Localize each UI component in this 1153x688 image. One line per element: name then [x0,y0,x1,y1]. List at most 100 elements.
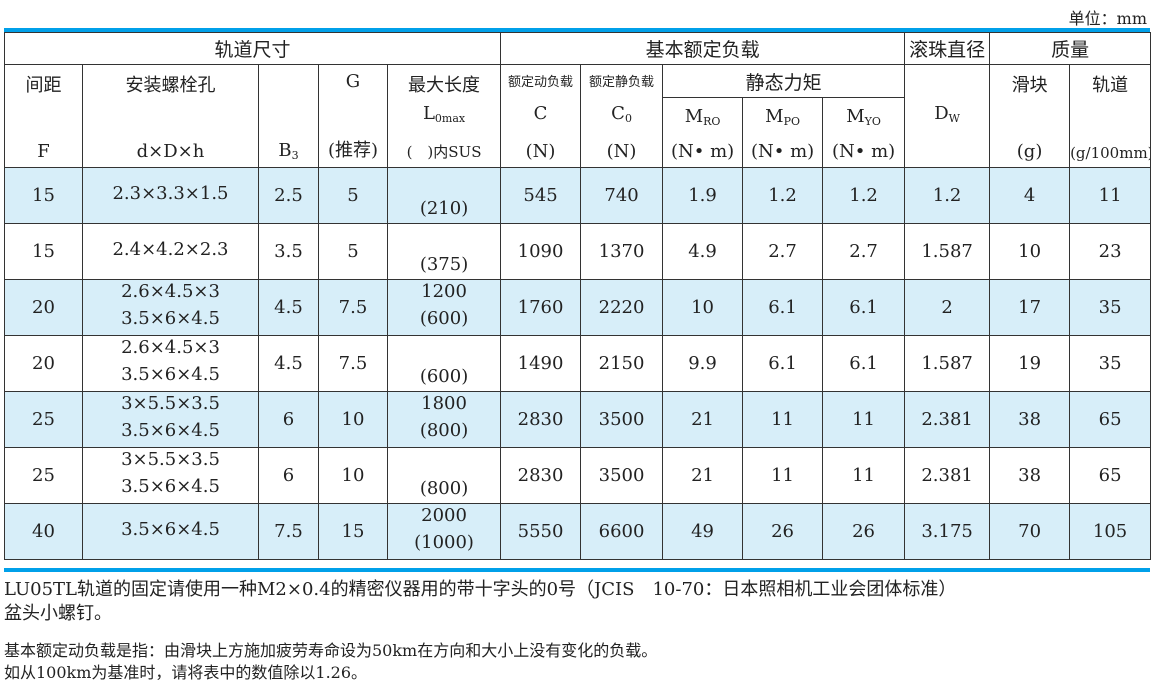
header-slider-unit: (g) [1016,141,1043,162]
cell-slider: 70 [989,503,1071,560]
cell-f: 20 [4,279,83,336]
header-dynamic-symbol: C [533,103,548,124]
cell-myo: 6.1 [822,279,906,336]
cell-g: 10 [318,447,388,504]
header-row-1: 轨道尺寸 基本额定负载 滚珠直径 质量 [3,32,1152,65]
cell-hole-line-2: 3.5×6×4.5 [121,364,220,385]
cell-max-length-sus: (600) [419,366,469,387]
cell-mro: 10 [662,279,744,336]
cell-mro: 4.9 [662,223,744,280]
header-myo: MYO (N• m) [822,97,906,168]
header-hole-label: 安装螺栓孔 [125,75,216,96]
cell-mpo: 2.7 [742,223,824,280]
notes: LU05TL轨道的固定请使用一种M2×0.4的精密仪器用的带十字头的0号（JCI… [4,578,1150,684]
top-rule [4,28,1150,32]
header-dynamic-label: 额定动负载 [508,75,574,90]
cell-myo: 6.1 [822,335,906,392]
header-g: G (推荐) [318,64,388,168]
table-row: 15 2.3×3.3×1.5 2.5 5 (210) 545 740 1.9 1.2 1.2 1.2… [4,167,1152,224]
cell-hole-line-2: 3.5×6×4.5 [121,476,220,497]
cell-dw: 1.587 [904,223,991,280]
cell-slider: 17 [989,279,1071,336]
cell-max-length-sus: (800) [419,478,469,499]
cell-c0: 3500 [580,391,664,448]
header-rail-label: 轨道 [1092,75,1129,96]
cell-hole: 3×5.5×3.5 3.5×6×4.5 [82,391,259,448]
header-mass: 质量 [989,32,1152,65]
cell-b3: 4.5 [258,335,319,392]
header-max-length-label: 最大长度 [408,75,481,96]
header-g-note: (推荐) [327,140,379,161]
cell-f: 25 [4,391,83,448]
cell-hole-line-2: 3.5×6×4.5 [121,420,220,441]
cell-b3: 6 [258,391,319,448]
table-body: 15 2.3×3.3×1.5 2.5 5 (210) 545 740 1.9 1.2 1.2 1.2… [4,167,1152,560]
header-static-symbol: C0 [611,103,632,125]
cell-g: 5 [318,223,388,280]
header-myo-symbol: MYO [846,106,881,128]
header-mpo: MPO (N• m) [742,97,824,168]
cell-c: 1090 [500,223,582,280]
cell-g: 15 [318,503,388,560]
cell-dw: 3.175 [904,503,991,560]
cell-mpo: 26 [742,503,824,560]
cell-rail: 65 [1069,391,1152,448]
cell-max-length: (210) [386,167,502,224]
cell-hole-line-1: 3×5.5×3.5 [121,393,220,414]
cell-hole-line-1: 2.4×4.2×2.3 [112,239,229,260]
unit-label: 单位：mm [1068,9,1147,28]
header-pitch: 间距 F [4,64,83,168]
cell-g: 10 [318,391,388,448]
cell-mpo: 6.1 [742,279,824,336]
table-row: 25 3×5.5×3.5 3.5×6×4.5 6 10 (800) 2830 3500 21 11… [4,447,1152,504]
cell-slider: 4 [989,167,1071,224]
cell-hole: 2.6×4.5×3 3.5×6×4.5 [82,279,259,336]
cell-mpo: 1.2 [742,167,824,224]
cell-rail: 11 [1069,167,1152,224]
header-static-moment: 静态力矩 [662,64,906,98]
cell-c0: 1370 [580,223,664,280]
cell-f: 15 [4,223,83,280]
header-static-unit: (N) [606,141,637,162]
cell-myo: 11 [822,447,906,504]
cell-b3: 2.5 [258,167,319,224]
cell-g: 5 [318,167,388,224]
cell-rail: 23 [1069,223,1152,280]
header-myo-unit: (N• m) [831,141,896,162]
cell-f: 40 [4,503,83,560]
cell-hole-line-1: 2.6×4.5×3 [121,281,220,302]
header-mro: MRO (N• m) [662,97,744,168]
cell-slider: 19 [989,335,1071,392]
header-rail: 轨道 (g/100mm) [1069,64,1152,168]
cell-myo: 26 [822,503,906,560]
header-pitch-symbol: F [37,141,50,162]
table-row: 25 3×5.5×3.5 3.5×6×4.5 6 10 1800 (800) 2830 3500… [4,391,1152,448]
cell-mro: 21 [662,391,744,448]
cell-max-length-sus: (800) [419,420,469,441]
note-line-3: 基本额定动负载是指：由滑块上方施加疲劳寿命设为50km在方向和大小上没有变化的负… [4,641,658,660]
cell-rail: 105 [1069,503,1152,560]
note-line-4: 如从100km为基准时，请将表中的数值除以1.26。 [4,663,368,682]
cell-mro: 1.9 [662,167,744,224]
cell-max-length: (600) [386,335,502,392]
cell-b3: 6 [258,447,319,504]
cell-c: 545 [500,167,582,224]
cell-mpo: 11 [742,391,824,448]
header-ball-diameter: 滚珠直径 [904,32,991,65]
cell-max-length: 1800 (800) [386,391,502,448]
header-mpo-unit: (N• m) [750,141,815,162]
cell-max-length-sus: (1000) [414,532,474,553]
header-static: 额定静负载 C0 (N) [580,64,664,168]
table-row: 20 2.6×4.5×3 3.5×6×4.5 4.5 7.5 (600) 1490 2150 9… [4,335,1152,392]
cell-hole: 3.5×6×4.5 [82,503,259,560]
spec-table: 轨道尺寸 基本额定负载 滚珠直径 质量 间距 F 安装螺栓孔 d×D×h B3 … [3,32,1152,560]
header-hole-symbol: d×D×h [136,141,205,162]
header-mro-symbol: MRO [684,106,721,128]
header-max-length: 最大长度 L0max ( )内SUS [386,64,502,168]
header-max-length-note: ( )内SUS [406,143,482,161]
cell-f: 20 [4,335,83,392]
cell-mro: 9.9 [662,335,744,392]
header-g-symbol: G [345,71,361,92]
cell-mpo: 11 [742,447,824,504]
header-basic-load: 基本额定负载 [500,32,906,65]
